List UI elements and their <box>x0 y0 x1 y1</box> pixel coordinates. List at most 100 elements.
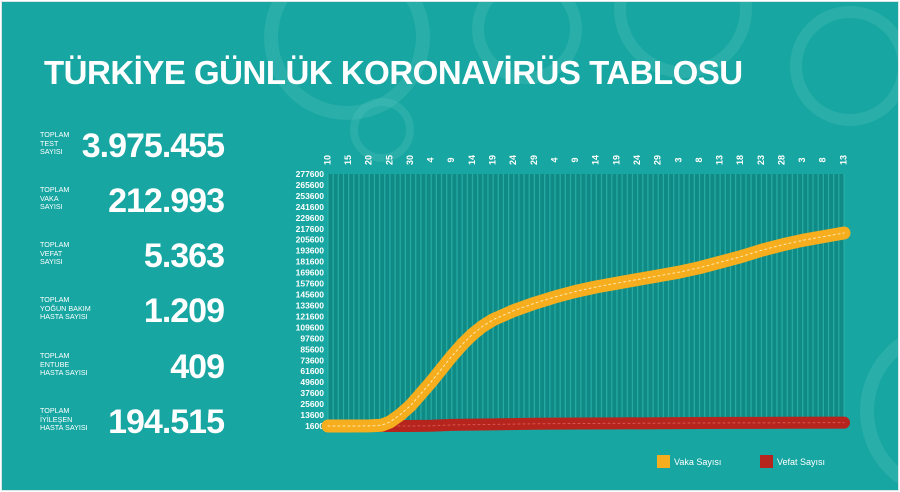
x-tick-label: 3 <box>797 157 807 162</box>
virus-decoration <box>350 98 414 162</box>
page-title: TÜRKİYE GÜNLÜK KORONAVİRÜS TABLOSU <box>44 54 743 91</box>
x-tick-label: 10 <box>322 155 332 165</box>
x-tick-label: 3 <box>673 157 683 162</box>
stat-label: TOPLAM VEFAT SAYISI <box>40 240 102 267</box>
y-tick-label: 109600 <box>296 322 325 332</box>
y-tick-label: 229600 <box>296 213 325 223</box>
stat-entube: TOPLAM ENTUBE HASTA SAYISI 409 <box>40 348 228 396</box>
stat-label-line: TOPLAM <box>40 240 70 249</box>
x-tick-label: 19 <box>611 155 621 165</box>
y-tick-label: 13600 <box>300 410 324 420</box>
stat-label-line: SAYISI <box>40 147 63 157</box>
stat-label-line: HASTA SAYISI <box>40 423 88 433</box>
series-marker-texture <box>327 232 845 427</box>
legend-label: Vaka Sayısı <box>674 456 722 467</box>
x-tick-label: 24 <box>632 155 642 165</box>
stat-label: TOPLAM İYİLEŞEN HASTA SAYISI <box>40 406 102 433</box>
stat-label-line: SAYISI <box>40 202 63 212</box>
y-tick-label: 181600 <box>296 257 325 267</box>
x-tick-label: 25 <box>384 155 394 165</box>
stat-value: 409 <box>170 348 225 386</box>
x-tick-label: 30 <box>405 155 415 165</box>
stat-label-line: YOĞUN BAKIM <box>40 303 91 313</box>
stat-label-line: VAKA <box>40 193 59 203</box>
y-tick-label: 169600 <box>296 268 325 278</box>
stat-yogun-bakim: TOPLAM YOĞUN BAKIM HASTA SAYISI 1.209 <box>40 292 228 340</box>
stat-test: TOPLAM TEST SAYISI 3.975.455 <box>40 127 228 175</box>
stat-value: 3.975.455 <box>81 127 225 165</box>
x-tick-label: 4 <box>549 157 559 162</box>
stat-label: TOPLAM ENTUBE HASTA SAYISI <box>40 351 102 378</box>
stat-value: 212.993 <box>108 182 225 220</box>
x-tick-label: 8 <box>818 157 828 162</box>
stat-label-line: TOPLAM <box>40 406 70 415</box>
legend-item-vefat: Vefat Sayısı <box>760 455 825 468</box>
x-tick-label: 14 <box>467 155 477 165</box>
x-tick-label: 8 <box>694 157 704 162</box>
stat-label-line: SAYISI <box>40 257 63 267</box>
legend-item-vaka: Vaka Sayısı <box>657 455 721 468</box>
stat-label: TOPLAM YOĞUN BAKIM HASTA SAYISI <box>40 295 102 322</box>
x-tick-label: 28 <box>776 155 786 165</box>
legend-label: Vefat Sayısı <box>777 456 826 467</box>
y-tick-label: 73600 <box>300 355 324 365</box>
y-tick-label: 97600 <box>300 333 324 343</box>
stat-vefat: TOPLAM VEFAT SAYISI 5.363 <box>40 237 228 285</box>
y-tick-label: 157600 <box>296 279 325 289</box>
stat-label-line: TOPLAM <box>40 130 70 139</box>
y-tick-label: 49600 <box>300 377 324 387</box>
y-tick-label: 133600 <box>296 300 325 310</box>
stat-label: TOPLAM TEST SAYISI <box>40 130 102 157</box>
stat-iyilesen: TOPLAM İYİLEŞEN HASTA SAYISI 194.515 <box>40 403 228 451</box>
stat-label-line: TOPLAM <box>40 351 70 360</box>
y-tick-label: 85600 <box>300 344 324 354</box>
y-tick-label: 1600 <box>305 421 324 431</box>
x-tick-label: 9 <box>446 157 456 162</box>
y-tick-label: 205600 <box>296 235 325 245</box>
y-tick-label: 241600 <box>296 202 325 212</box>
stat-value: 194.515 <box>108 403 225 441</box>
x-tick-label: 23 <box>756 155 766 165</box>
x-tick-label: 24 <box>508 155 518 165</box>
stat-label: TOPLAM VAKA SAYISI <box>40 185 102 212</box>
x-tick-label: 29 <box>529 155 539 165</box>
y-tick-label: 61600 <box>300 366 324 376</box>
y-tick-label: 121600 <box>296 311 325 321</box>
stat-label-line: HASTA SAYISI <box>40 368 88 378</box>
cumulative-chart: 10 15 20 25 30 4 9 14 19 24 29 4 9 14 19 24 29 3 8 13 18 23 28… <box>296 155 851 433</box>
stat-label-line: TEST <box>40 138 59 148</box>
x-tick-label: 13 <box>838 155 848 165</box>
stat-label-line: İYİLEŞEN <box>40 414 73 424</box>
x-tick-label: 20 <box>364 155 374 165</box>
legend-swatch <box>657 455 670 468</box>
stat-label-line: TOPLAM <box>40 185 70 194</box>
y-tick-label: 265600 <box>296 180 325 190</box>
series-line-vefat <box>322 416 850 432</box>
stat-label-line: ENTUBE <box>40 359 70 369</box>
x-tick-label: 19 <box>487 155 497 165</box>
virus-decoration <box>790 6 898 126</box>
stat-label-line: TOPLAM <box>40 295 70 304</box>
y-tick-label: 193600 <box>296 246 325 256</box>
virus-decoration <box>860 322 898 490</box>
y-tick-label: 25600 <box>300 399 324 409</box>
stat-value: 5.363 <box>143 237 225 275</box>
x-tick-label: 4 <box>426 157 436 162</box>
x-tick-label: 18 <box>735 155 745 165</box>
y-tick-label: 145600 <box>296 290 325 300</box>
x-tick-label: 9 <box>570 157 580 162</box>
x-tick-label: 15 <box>343 155 353 165</box>
y-tick-label: 37600 <box>300 388 324 398</box>
x-tick-label: 29 <box>653 155 663 165</box>
x-tick-label: 13 <box>715 155 725 165</box>
stat-label-line: VEFAT <box>40 248 63 258</box>
y-tick-label: 217600 <box>296 224 325 234</box>
y-tick-label: 277600 <box>296 169 325 179</box>
stat-value: 1.209 <box>143 292 225 330</box>
y-tick-label: 253600 <box>296 191 325 201</box>
series-marker-texture <box>327 422 845 427</box>
stat-label-line: HASTA SAYISI <box>40 312 88 322</box>
legend-swatch <box>760 455 773 468</box>
x-tick-label: 14 <box>591 155 601 165</box>
